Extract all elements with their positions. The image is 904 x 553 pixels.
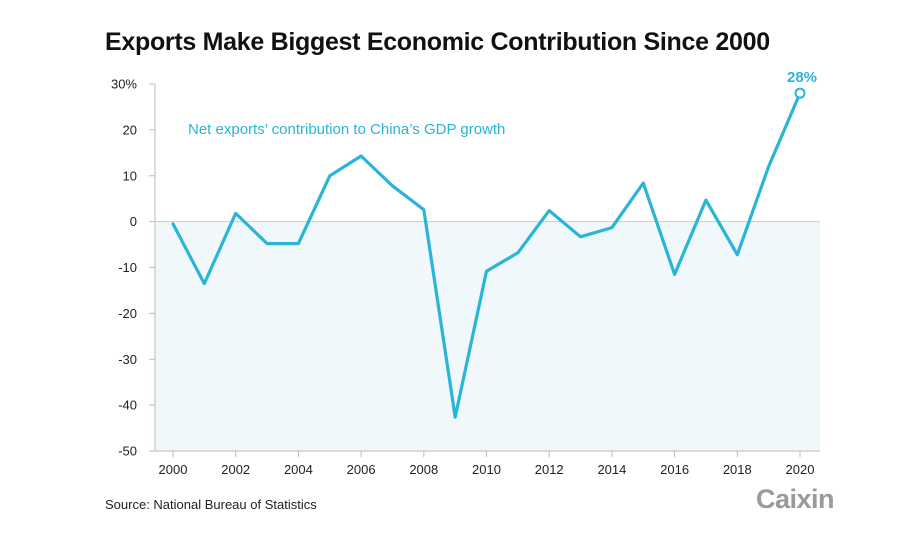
data-point — [736, 253, 739, 256]
data-point — [704, 198, 708, 202]
x-tick-label: 2002 — [221, 462, 250, 477]
data-point — [673, 273, 676, 276]
data-point — [579, 235, 582, 238]
y-tick-label: -10 — [118, 260, 137, 275]
plot-area — [155, 221, 820, 451]
negative-region-fill — [155, 221, 820, 451]
x-tick-label: 2020 — [786, 462, 815, 477]
x-axis: 2000 2002 2004 2006 2008 2010 2012 2014 2016 2018… — [155, 450, 820, 477]
y-tick-label: 10 — [123, 168, 137, 183]
x-tick-label: 2008 — [409, 462, 438, 477]
x-tick-label: 2004 — [284, 462, 313, 477]
data-point — [485, 269, 488, 273]
source-note: Source: National Bureau of Statistics — [105, 497, 317, 512]
x-tick-label: 2012 — [535, 462, 564, 477]
y-tick-label: 30% — [111, 77, 137, 92]
y-tick-label: -20 — [118, 306, 137, 321]
x-tick-label: 2006 — [347, 462, 376, 477]
data-point — [359, 154, 363, 158]
data-point — [391, 184, 394, 188]
x-tick-label: 2016 — [660, 462, 689, 477]
y-tick-label: -50 — [118, 444, 137, 459]
x-tick-label: 2010 — [472, 462, 501, 477]
data-point — [328, 174, 331, 177]
data-point — [642, 181, 645, 185]
y-tick-label: -40 — [118, 398, 137, 413]
x-tick-label: 2014 — [597, 462, 626, 477]
data-point — [297, 242, 300, 245]
x-tick-label: 2018 — [723, 462, 752, 477]
data-point — [234, 212, 237, 215]
y-tick-label: 20 — [123, 122, 137, 137]
series-label: Net exports’ contribution to China’s GDP… — [188, 121, 505, 138]
end-point-label: 28% — [787, 69, 817, 86]
data-point — [767, 165, 770, 168]
data-point — [422, 208, 425, 211]
data-point — [516, 251, 520, 255]
data-point — [453, 415, 457, 419]
data-point — [548, 209, 551, 212]
data-point — [203, 282, 206, 285]
y-tick-label: 0 — [130, 214, 137, 229]
caixin-logo: Caixin — [756, 484, 835, 514]
x-tick-label: 2000 — [159, 462, 188, 477]
y-axis: 30% 20 10 0 -10 -20 -30 -40 -50 — [111, 77, 820, 459]
data-point — [610, 226, 614, 229]
data-point — [171, 222, 175, 226]
data-point — [265, 242, 269, 245]
chart-title: Exports Make Biggest Economic Contributi… — [105, 28, 770, 56]
label-layer: Net exports’ contribution to China’s GDP… — [188, 69, 817, 138]
y-tick-label: -30 — [118, 352, 137, 367]
end-point-marker — [794, 87, 806, 99]
